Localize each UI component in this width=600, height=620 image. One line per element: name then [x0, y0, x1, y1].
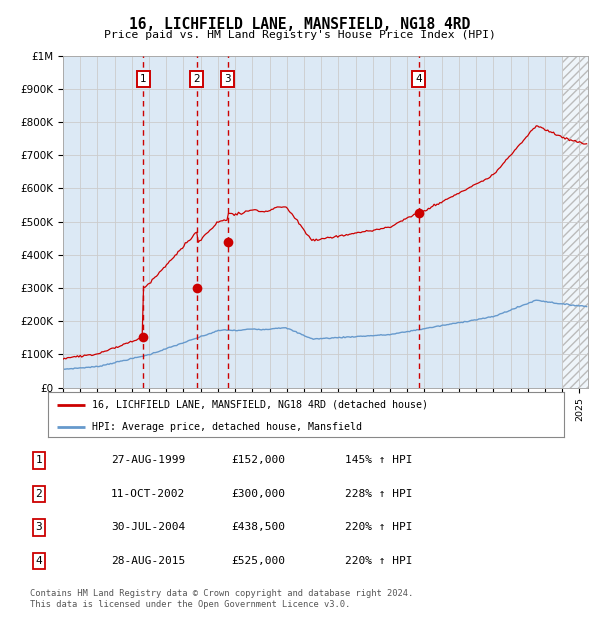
- Text: 4: 4: [415, 74, 422, 84]
- Text: 30-JUL-2004: 30-JUL-2004: [111, 523, 185, 533]
- Text: 1: 1: [35, 456, 43, 466]
- Text: 16, LICHFIELD LANE, MANSFIELD, NG18 4RD (detached house): 16, LICHFIELD LANE, MANSFIELD, NG18 4RD …: [92, 400, 428, 410]
- Text: 4: 4: [35, 556, 43, 566]
- Text: 27-AUG-1999: 27-AUG-1999: [111, 456, 185, 466]
- Text: HPI: Average price, detached house, Mansfield: HPI: Average price, detached house, Mans…: [92, 422, 362, 432]
- Text: Contains HM Land Registry data © Crown copyright and database right 2024.
This d: Contains HM Land Registry data © Crown c…: [30, 590, 413, 609]
- Text: 220% ↑ HPI: 220% ↑ HPI: [345, 523, 413, 533]
- Text: 228% ↑ HPI: 228% ↑ HPI: [345, 489, 413, 499]
- Text: 11-OCT-2002: 11-OCT-2002: [111, 489, 185, 499]
- Text: 3: 3: [224, 74, 231, 84]
- Text: 1: 1: [140, 74, 146, 84]
- Text: 28-AUG-2015: 28-AUG-2015: [111, 556, 185, 566]
- Text: 16, LICHFIELD LANE, MANSFIELD, NG18 4RD: 16, LICHFIELD LANE, MANSFIELD, NG18 4RD: [130, 17, 470, 32]
- Text: £300,000: £300,000: [231, 489, 285, 499]
- Text: £525,000: £525,000: [231, 556, 285, 566]
- Text: 145% ↑ HPI: 145% ↑ HPI: [345, 456, 413, 466]
- Text: 3: 3: [35, 523, 43, 533]
- Text: 2: 2: [194, 74, 200, 84]
- Text: 220% ↑ HPI: 220% ↑ HPI: [345, 556, 413, 566]
- Text: £438,500: £438,500: [231, 523, 285, 533]
- Text: Price paid vs. HM Land Registry's House Price Index (HPI): Price paid vs. HM Land Registry's House …: [104, 30, 496, 40]
- Text: 2: 2: [35, 489, 43, 499]
- Text: £152,000: £152,000: [231, 456, 285, 466]
